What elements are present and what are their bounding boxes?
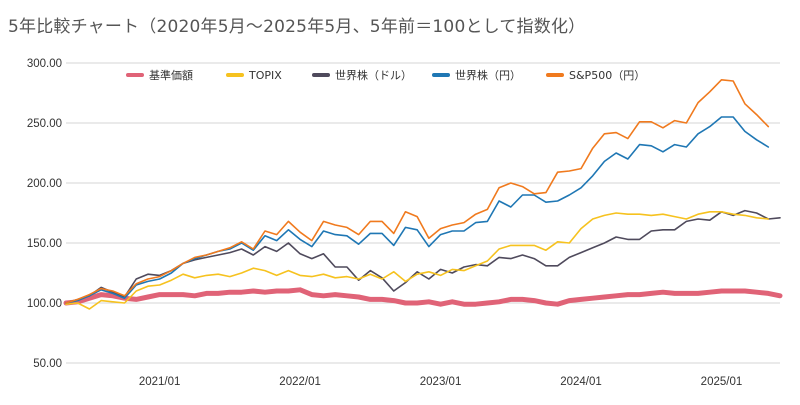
series-line-4: [65, 79, 770, 304]
series-line-2: [65, 209, 781, 304]
x-axis-ticks: 2021/01 2022/01 2023/01 2024/01 2025/01: [139, 376, 742, 388]
y-tick-label: 100.00: [27, 298, 62, 310]
y-axis-ticks: 300.00 250.00 200.00 150.00 100.00 50.00: [27, 58, 62, 370]
chart-title: 5年比較チャート（2020年5月〜2025年5月、5年前＝100として指数化）: [8, 17, 586, 37]
series-line-0: [63, 287, 783, 307]
x-tick-label: 2024/01: [560, 376, 602, 388]
legend: 基準価額 TOPIX 世界株（ドル） 世界株（円） S&P500（円）: [126, 68, 645, 82]
legend-label: TOPIX: [248, 69, 282, 82]
x-tick-label: 2023/01: [420, 376, 462, 388]
y-tick-label: 150.00: [27, 238, 62, 250]
x-tick-label: 2022/01: [279, 376, 321, 388]
legend-label: 世界株（円）: [455, 68, 521, 82]
legend-label: S&P500（円）: [569, 69, 645, 82]
grid-lines: [66, 62, 780, 364]
series-lines: [63, 79, 783, 310]
legend-label: 基準価額: [149, 68, 193, 82]
x-tick-label: 2025/01: [701, 376, 743, 388]
y-tick-label: 300.00: [27, 58, 62, 70]
series-line-1: [65, 211, 770, 310]
x-tick-label: 2021/01: [139, 376, 181, 388]
legend-label: 世界株（ドル）: [335, 68, 412, 82]
y-tick-label: 50.00: [33, 358, 62, 370]
y-tick-label: 250.00: [27, 118, 62, 130]
y-tick-label: 200.00: [27, 178, 62, 190]
